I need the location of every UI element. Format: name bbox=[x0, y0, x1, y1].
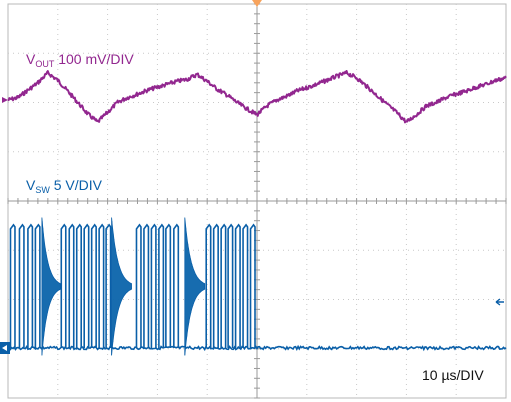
vsw-pulse bbox=[150, 223, 157, 348]
vout-marker-icon bbox=[2, 97, 8, 103]
vsw-marker-arrow-icon bbox=[2, 345, 7, 351]
vsw-pulse bbox=[165, 223, 172, 348]
vsw-pulse bbox=[105, 223, 112, 348]
vsw-pulse bbox=[205, 223, 212, 348]
vsw-pulse bbox=[60, 223, 67, 348]
vsw-pulse bbox=[135, 223, 142, 348]
vsw-scale: 5 V/DIV bbox=[53, 177, 102, 193]
vsw-pulse bbox=[143, 223, 150, 348]
vsw-pulse bbox=[242, 223, 249, 348]
vsw-pulse bbox=[220, 223, 227, 348]
vsw-pulse bbox=[212, 223, 219, 348]
vsw-pulse bbox=[98, 223, 105, 348]
timebase-label: 10 µs/DIV bbox=[420, 367, 486, 383]
vsw-pulse bbox=[83, 223, 90, 348]
vsw-ringing-oscillation bbox=[111, 221, 132, 356]
vout-subscript: OUT bbox=[35, 59, 55, 69]
vsw-pulse bbox=[227, 223, 234, 348]
vsw-prefix: V bbox=[26, 177, 36, 193]
vsw-ringing-oscillation bbox=[184, 221, 206, 356]
trigger-marker-icon bbox=[252, 0, 262, 7]
vsw-pulse bbox=[27, 223, 34, 348]
vout-trace bbox=[7, 70, 507, 124]
vsw-subscript: SW bbox=[35, 185, 50, 195]
vout-prefix: V bbox=[26, 51, 36, 67]
vsw-pulse bbox=[34, 223, 41, 348]
vsw-scale-label: VSW 5 V/DIV bbox=[26, 177, 102, 195]
vsw-pulse bbox=[9, 223, 16, 348]
vsw-pulse bbox=[18, 223, 25, 348]
vsw-pulse bbox=[234, 223, 241, 348]
vsw-pulse bbox=[249, 223, 256, 348]
vsw-pulse bbox=[158, 223, 165, 348]
vsw-ringing-oscillation bbox=[41, 221, 61, 356]
vout-scale: 100 mV/DIV bbox=[58, 51, 134, 67]
vsw-trigger-level-icon bbox=[495, 298, 504, 306]
vsw-pulse bbox=[173, 223, 180, 348]
vsw-pulse bbox=[75, 223, 83, 348]
vsw-pulse bbox=[68, 223, 75, 348]
vout-scale-label: VOUT 100 mV/DIV bbox=[26, 51, 134, 69]
vsw-pulse bbox=[90, 223, 97, 348]
